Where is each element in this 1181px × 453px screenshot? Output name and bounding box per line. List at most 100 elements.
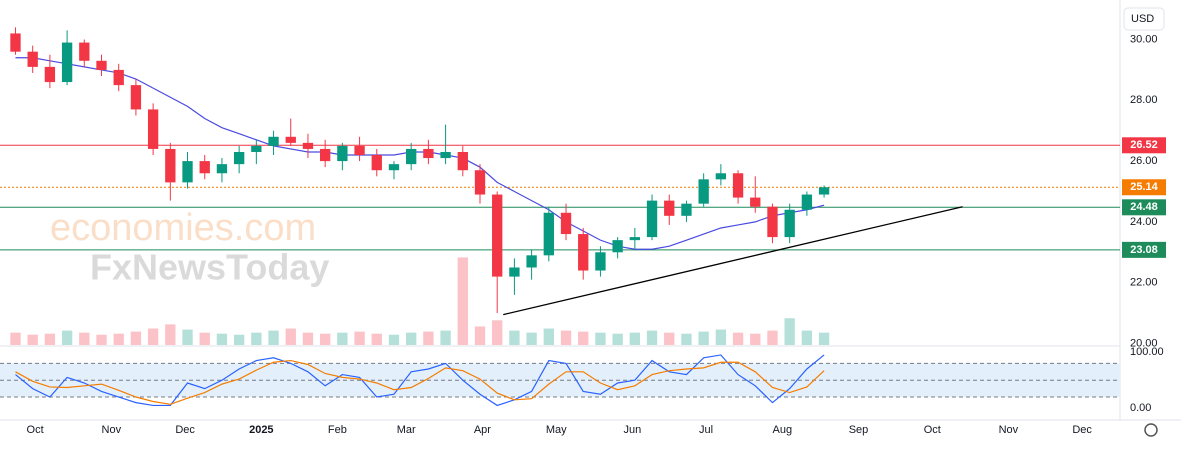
x-tick-label: Jun [624, 424, 642, 436]
volume-bar [457, 257, 468, 345]
candle-body [698, 179, 709, 204]
oscillator-tick-label: 0.00 [1130, 402, 1151, 414]
level-label: 25.14 [1130, 181, 1158, 193]
x-tick-label: Dec [175, 424, 195, 436]
volume-bar [61, 330, 73, 345]
volume-bar [646, 330, 658, 345]
currency-label[interactable]: USD [1131, 13, 1154, 25]
candle-body [543, 212, 554, 256]
x-tick-label: Oct [924, 424, 941, 436]
moving-average [15, 57, 825, 250]
y-tick-label: 24.00 [1130, 216, 1158, 228]
oscillator-line [15, 359, 825, 405]
x-tick-label: Oct [27, 424, 44, 436]
candle-body [664, 200, 675, 216]
candle-body [61, 42, 73, 83]
candle-body [337, 145, 348, 162]
candle-body [732, 173, 744, 198]
y-tick-label: 26.00 [1130, 155, 1158, 167]
candle-body [406, 148, 417, 165]
volume-bar [406, 332, 417, 345]
volume-bar [629, 332, 640, 345]
candle-body [165, 148, 176, 183]
candle-body [285, 136, 296, 143]
level-label: 24.48 [1130, 201, 1158, 213]
currency-button[interactable] [1123, 7, 1165, 31]
volume-bar [113, 333, 124, 345]
x-tick-label: Apr [474, 424, 491, 436]
candle-body [268, 136, 279, 146]
y-tick-label: 28.00 [1130, 94, 1158, 106]
volume-bar [801, 330, 813, 345]
y-tick-label: 22.00 [1130, 277, 1158, 289]
volume-bar [440, 330, 451, 345]
candle-body [595, 252, 606, 271]
volume-bar [509, 330, 520, 345]
candle-body [801, 194, 813, 210]
volume-bar [388, 334, 400, 345]
oscillator-line [15, 354, 825, 407]
candle-body [371, 155, 382, 171]
candle-body [216, 164, 228, 174]
candle-body [784, 209, 795, 238]
watermark-text: economies.com [50, 207, 316, 249]
candle-body [251, 145, 262, 152]
candle-body [578, 234, 589, 271]
volume-bar [199, 332, 210, 345]
volume-bar [664, 332, 675, 345]
candle-body [818, 187, 830, 195]
volume-bar [732, 332, 744, 345]
level-label: 23.08 [1130, 244, 1158, 256]
candle-body [113, 69, 124, 86]
x-tick-label: Sep [849, 424, 869, 436]
volume-bar [165, 324, 176, 345]
volume-bar [233, 334, 245, 345]
candle-body [388, 164, 400, 171]
volume-bar [10, 332, 21, 345]
watermark: economies.com FxNewsToday [50, 207, 329, 287]
candle-body [750, 197, 761, 207]
volume-bar [492, 320, 503, 345]
level-label-box [1122, 137, 1166, 154]
volume-bar [784, 318, 795, 345]
candle-body [767, 206, 778, 238]
level-label: 26.52 [1130, 139, 1158, 151]
y-tick-label: 30.00 [1130, 33, 1158, 45]
volume-bar [27, 334, 38, 345]
candle-body [423, 148, 434, 159]
candle-body [302, 142, 314, 149]
volume-bar [681, 333, 692, 345]
volume-bar [182, 329, 193, 345]
candle-body [130, 85, 142, 110]
volume-bar [371, 333, 382, 345]
volume-bar [251, 332, 262, 345]
candle-body [182, 161, 193, 183]
settings-icon[interactable] [1144, 423, 1158, 437]
candle-body [79, 42, 90, 61]
candle-body [457, 151, 468, 171]
volume-bar [767, 330, 778, 345]
candle-body [612, 240, 623, 253]
candle-body [96, 60, 107, 70]
candle-body [199, 161, 210, 174]
volume-bar [698, 331, 709, 345]
volume-bar [750, 333, 761, 345]
candle-body [10, 33, 21, 52]
volume-bar [147, 328, 159, 345]
volume-bar [818, 332, 830, 345]
candle-body [27, 51, 38, 67]
volume-bar [474, 326, 486, 345]
candle-body [715, 173, 727, 180]
candle-body [526, 255, 537, 268]
x-tick-label: Mar [397, 424, 416, 436]
oscillator-tick-label: 100.00 [1130, 346, 1164, 358]
x-tick-label: 2025 [249, 424, 273, 436]
level-label-box [1122, 241, 1166, 258]
x-tick-label: Aug [772, 424, 792, 436]
candle-body [681, 203, 692, 216]
y-tick-label: 20.00 [1130, 337, 1158, 349]
candle-body [44, 66, 56, 83]
volume-bar [337, 332, 348, 345]
candle-body [646, 200, 658, 238]
